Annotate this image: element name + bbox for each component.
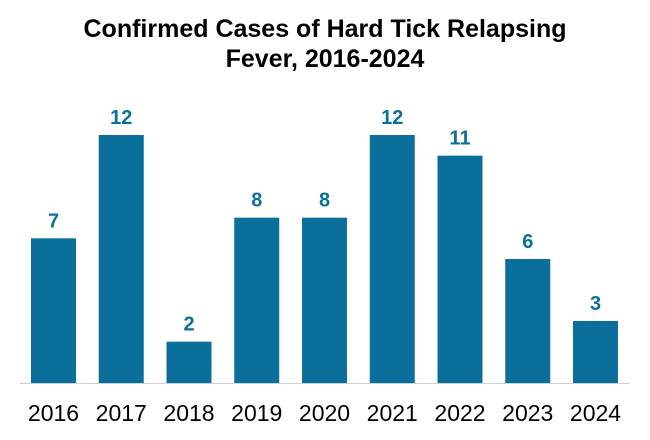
value-label-2018: 2 — [183, 314, 194, 336]
bars-group — [31, 135, 618, 383]
x-tick-label-2017: 2017 — [96, 400, 147, 426]
value-label-2020: 8 — [319, 190, 330, 212]
bar-2022 — [437, 155, 483, 383]
x-tick-label-2021: 2021 — [367, 400, 418, 426]
value-label-2021: 12 — [381, 107, 403, 129]
bar-2024 — [573, 321, 618, 383]
x-tick-label-2019: 2019 — [231, 400, 282, 426]
bar-2020 — [302, 217, 347, 383]
x-tick-label-2023: 2023 — [502, 400, 553, 426]
bar-2019 — [234, 217, 280, 383]
x-tick-label-2016: 2016 — [28, 400, 79, 426]
value-label-2022: 11 — [449, 128, 470, 150]
x-tick-label-2022: 2022 — [434, 400, 485, 426]
x-tick-label-2024: 2024 — [570, 400, 621, 426]
x-tick-label-2018: 2018 — [163, 400, 214, 426]
bar-2023 — [505, 259, 551, 383]
value-labels-group: 7 12 2 8 8 12 11 6 3 — [48, 107, 601, 336]
chart-title-line-1: Confirmed Cases of Hard Tick Relapsing — [83, 15, 567, 43]
bar-2017 — [98, 135, 144, 383]
chart-title-line-2: Fever, 2016-2024 — [225, 45, 425, 73]
value-label-2019: 8 — [251, 190, 262, 212]
value-label-2016: 7 — [48, 210, 59, 232]
value-label-2024: 3 — [590, 293, 601, 315]
chart-title: Confirmed Cases of Hard Tick Relapsing F… — [0, 14, 650, 74]
bar-2018 — [166, 341, 212, 383]
x-tick-label-2020: 2020 — [299, 400, 350, 426]
bar-2016 — [31, 238, 76, 383]
value-label-2023: 6 — [522, 231, 533, 253]
x-tick-labels-group: 2016 2017 2018 2019 2020 2021 2022 2023 2024 — [28, 400, 621, 426]
bar-2021 — [369, 135, 415, 383]
value-label-2017: 12 — [110, 107, 132, 129]
